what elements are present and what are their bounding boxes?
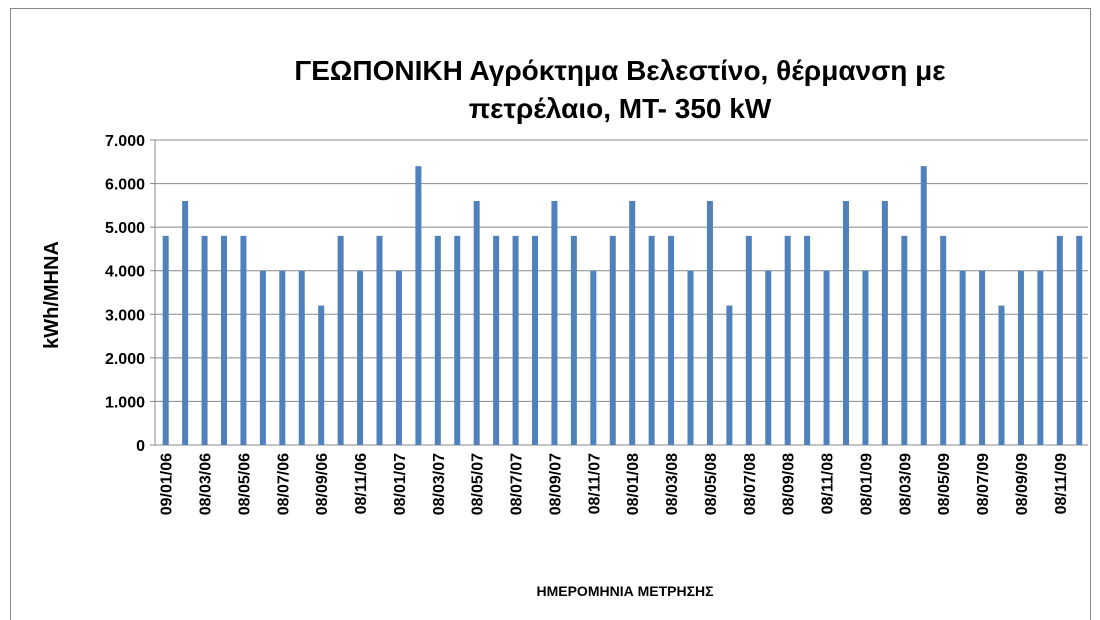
- bar: [1076, 235, 1083, 445]
- y-tick-label: 4.000: [105, 264, 145, 281]
- y-tick-label: 7.000: [105, 133, 145, 150]
- chart-title: ΓΕΩΠΟΝΙΚΗ Αγρόκτημα Βελεστίνο, θέρμανση …: [294, 55, 945, 86]
- bar: [920, 166, 927, 445]
- bar: [434, 235, 441, 445]
- bar: [590, 270, 597, 445]
- x-tick-label: 08/01/09: [858, 453, 875, 515]
- bar: [784, 235, 791, 445]
- x-tick-label: 08/01/08: [625, 453, 642, 515]
- x-tick-label: 08/07/09: [975, 453, 992, 515]
- y-tick-label: 3.000: [105, 307, 145, 324]
- bar: [940, 235, 947, 445]
- bar: [570, 235, 577, 445]
- bar: [881, 201, 888, 445]
- x-tick-label: 08/03/09: [897, 453, 914, 515]
- x-tick-label: 08/05/09: [936, 453, 953, 515]
- bar: [259, 270, 266, 445]
- bar: [823, 270, 830, 445]
- bar: [395, 270, 402, 445]
- bar: [609, 235, 616, 445]
- bar: [162, 235, 169, 445]
- bar: [648, 235, 655, 445]
- x-tick-label: 08/05/08: [703, 453, 720, 515]
- bar: [298, 270, 305, 445]
- y-tick-label: 6.000: [105, 177, 145, 194]
- bar: [454, 235, 461, 445]
- bar: [668, 235, 675, 445]
- bar: [376, 235, 383, 445]
- y-tick-label: 0: [136, 438, 145, 455]
- bar: [745, 235, 752, 445]
- bar: [687, 270, 694, 445]
- bar: [512, 235, 519, 445]
- bar: [473, 201, 480, 445]
- bar: [357, 270, 364, 445]
- x-tick-label: 08/11/07: [586, 453, 603, 515]
- bar: [979, 270, 986, 445]
- bar: [843, 201, 850, 445]
- x-tick-label: 08/07/08: [742, 453, 759, 515]
- bar: [182, 201, 189, 445]
- bar: [240, 235, 247, 445]
- bar: [629, 201, 636, 445]
- y-tick-label: 5.000: [105, 220, 145, 237]
- bar: [201, 235, 208, 445]
- x-tick-label: 08/03/07: [431, 453, 448, 515]
- x-tick-label: 08/03/06: [198, 453, 215, 515]
- bar: [1017, 270, 1024, 445]
- x-tick-label: 08/07/07: [509, 453, 526, 515]
- bar: [493, 235, 500, 445]
- bar: [998, 305, 1005, 445]
- x-tick-label: 08/11/09: [1053, 453, 1070, 515]
- x-tick-label: 08/05/07: [470, 453, 487, 515]
- bar: [551, 201, 558, 445]
- bar: [804, 235, 811, 445]
- x-tick-label: 08/07/06: [275, 453, 292, 515]
- chart-title: πετρέλαιο, ΜΤ- 350 kW: [469, 93, 772, 124]
- chart-frame: [10, 8, 1091, 620]
- bar: [337, 235, 344, 445]
- x-tick-label: 08/11/06: [353, 453, 370, 515]
- x-tick-label: 08/11/08: [820, 453, 837, 515]
- bar: [279, 270, 286, 445]
- x-tick-label: 09/01/06: [159, 453, 176, 515]
- bar: [706, 201, 713, 445]
- y-axis-label: kWh/MHNA: [41, 241, 63, 349]
- bar: [532, 235, 539, 445]
- x-tick-label: 08/09/09: [1014, 453, 1031, 515]
- x-tick-label: 08/01/07: [392, 453, 409, 515]
- x-tick-label: 08/09/08: [781, 453, 798, 515]
- bar: [901, 235, 908, 445]
- y-tick-label: 2.000: [105, 351, 145, 368]
- bar: [959, 270, 966, 445]
- bar: [765, 270, 772, 445]
- bar: [221, 235, 228, 445]
- bar: [1056, 235, 1063, 445]
- y-tick-label: 1.000: [105, 394, 145, 411]
- x-tick-label: 08/09/07: [547, 453, 564, 515]
- bar: [726, 305, 733, 445]
- bar: [1037, 270, 1044, 445]
- bar: [862, 270, 869, 445]
- x-tick-label: 08/09/06: [314, 453, 331, 515]
- bar: [318, 305, 325, 445]
- x-axis-label: ΗΜΕΡΟΜΗΝΙΑ ΜΕΤΡΗΣΗΣ: [536, 583, 713, 599]
- x-tick-label: 08/05/06: [236, 453, 253, 515]
- bar: [415, 166, 422, 445]
- x-tick-label: 08/03/08: [664, 453, 681, 515]
